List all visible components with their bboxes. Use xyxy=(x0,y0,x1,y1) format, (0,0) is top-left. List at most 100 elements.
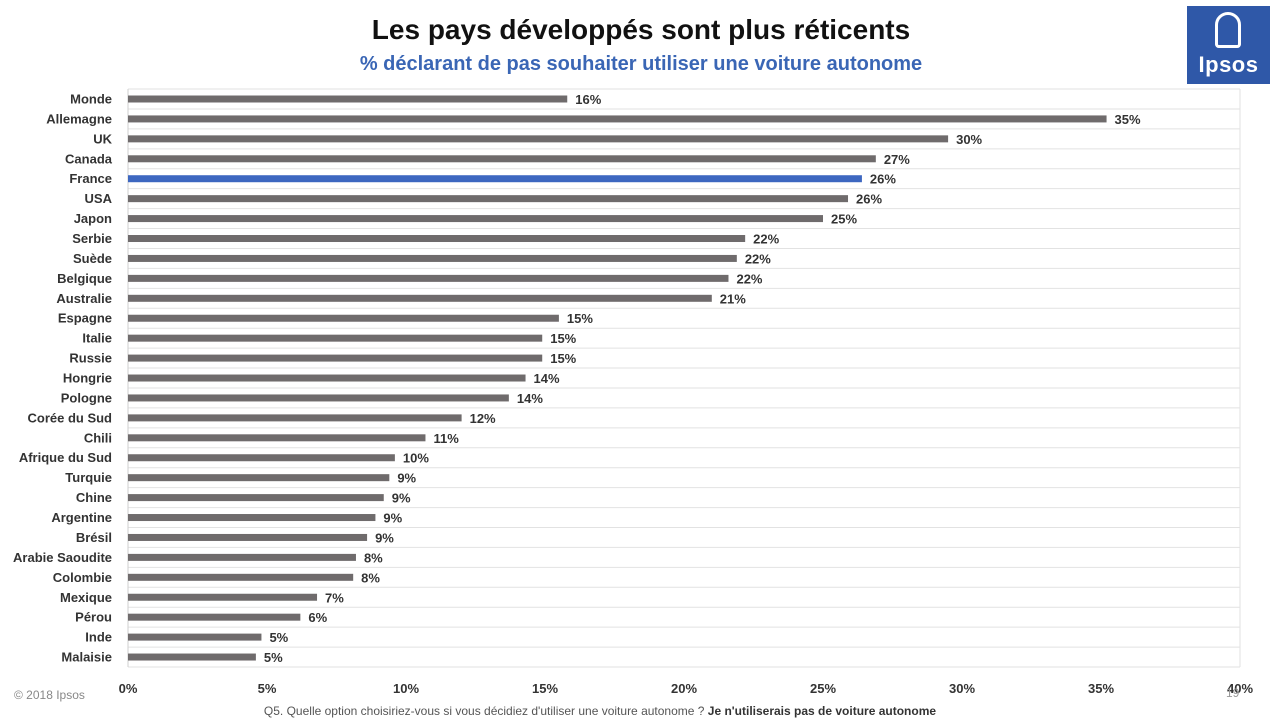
value-label: 15% xyxy=(550,351,576,366)
category-label: USA xyxy=(85,191,113,206)
category-label: Malaisie xyxy=(61,650,112,665)
bar-6 xyxy=(128,215,823,223)
value-label: 8% xyxy=(364,550,383,565)
x-tick-label: 0% xyxy=(119,681,138,696)
logo-text: Ipsos xyxy=(1198,52,1259,77)
bar-5 xyxy=(128,195,849,203)
bar-3 xyxy=(128,155,876,163)
value-label: 9% xyxy=(392,491,411,506)
x-tick-label: 20% xyxy=(671,681,697,696)
category-label: Chili xyxy=(84,430,112,445)
bar-9 xyxy=(128,274,729,282)
x-tick-label: 15% xyxy=(532,681,558,696)
category-label: Argentine xyxy=(51,510,112,525)
x-axis-ticks: 0% 5% 10% 15% 20% 25% 30% 35% 40% xyxy=(119,681,1254,696)
value-label: 16% xyxy=(575,92,601,107)
value-label: 26% xyxy=(856,192,882,207)
category-label: Italie xyxy=(82,331,112,346)
value-label: 22% xyxy=(753,232,779,247)
x-tick-label: 40% xyxy=(1227,681,1253,696)
x-tick-label: 25% xyxy=(810,681,836,696)
value-label: 12% xyxy=(470,411,496,426)
category-label: Turquie xyxy=(65,470,112,485)
value-label: 9% xyxy=(375,530,394,545)
value-labels: 16% 35% 30% 27% 26% 26% 25% 22% 22% 22% 21% 15% 15% 1… xyxy=(264,92,1141,665)
value-label: 5% xyxy=(269,630,288,645)
bar-4 xyxy=(128,175,862,183)
bar-16 xyxy=(128,414,462,422)
bar-21 xyxy=(128,514,376,522)
value-label: 25% xyxy=(831,212,857,227)
category-label: Mexique xyxy=(60,590,112,605)
category-label: Pologne xyxy=(61,390,112,405)
x-tick-label: 30% xyxy=(949,681,975,696)
bar-1 xyxy=(128,115,1107,123)
category-label: Australie xyxy=(56,291,112,306)
bar-11 xyxy=(128,314,559,322)
value-label: 26% xyxy=(870,172,896,187)
value-label: 10% xyxy=(403,451,429,466)
value-label: 9% xyxy=(383,511,402,526)
chart-subtitle: % déclarant de pas souhaiter utiliser un… xyxy=(359,53,923,75)
bar-8 xyxy=(128,254,737,262)
value-label: 15% xyxy=(567,311,593,326)
bar-23 xyxy=(128,553,356,561)
bar-13 xyxy=(128,354,543,362)
copyright: © 2018 Ipsos xyxy=(14,688,85,702)
value-label: 5% xyxy=(264,650,283,665)
category-label: Espagne xyxy=(58,311,112,326)
value-label: 9% xyxy=(397,471,416,486)
bar-14 xyxy=(128,374,526,382)
footnote-question: Q5. Quelle option choisiriez-vous si vou… xyxy=(263,704,705,718)
bar-2 xyxy=(128,135,949,143)
bar-10 xyxy=(128,294,712,302)
value-label: 14% xyxy=(517,391,543,406)
category-label: Corée du Sud xyxy=(27,410,112,425)
value-label: 21% xyxy=(720,291,746,306)
bar-24 xyxy=(128,573,354,581)
chart-title: Les pays développés sont plus réticents xyxy=(371,14,911,45)
value-label: 30% xyxy=(956,132,982,147)
value-label: 27% xyxy=(884,152,910,167)
category-label: Monde xyxy=(70,92,112,107)
category-label: Afrique du Sud xyxy=(19,450,112,465)
bar-0 xyxy=(128,95,568,103)
value-label: 8% xyxy=(361,570,380,585)
value-label: 22% xyxy=(736,271,762,286)
bars xyxy=(128,95,1107,661)
footnote: Q5. Quelle option choisiriez-vous si vou… xyxy=(0,704,1200,718)
category-label: Serbie xyxy=(72,231,112,246)
value-label: 11% xyxy=(433,431,459,446)
grid-lines xyxy=(127,88,1241,668)
category-label: Suède xyxy=(73,251,112,266)
category-label: Pérou xyxy=(75,610,112,625)
bar-12 xyxy=(128,334,543,342)
bar-20 xyxy=(128,494,384,502)
bar-18 xyxy=(128,454,395,462)
value-label: 14% xyxy=(534,371,560,386)
bar-7 xyxy=(128,235,746,243)
category-label: Allemagne xyxy=(46,111,112,126)
value-label: 35% xyxy=(1115,112,1141,127)
bar-28 xyxy=(128,653,256,661)
page-number: 19 xyxy=(1226,686,1240,700)
category-label: UK xyxy=(93,131,112,146)
bar-22 xyxy=(128,533,368,541)
bar-19 xyxy=(128,474,390,482)
value-label: 6% xyxy=(308,610,327,625)
category-label: Colombie xyxy=(53,570,112,585)
category-label: Inde xyxy=(85,630,112,645)
category-label: France xyxy=(69,171,112,186)
category-label: Brésil xyxy=(76,530,112,545)
category-label: Hongrie xyxy=(63,371,112,386)
x-tick-label: 5% xyxy=(258,681,277,696)
bar-27 xyxy=(128,633,262,641)
value-label: 7% xyxy=(325,590,344,605)
bar-15 xyxy=(128,394,509,402)
category-label: Belgique xyxy=(57,271,112,286)
value-label: 15% xyxy=(550,331,576,346)
head-silhouette-icon xyxy=(1215,12,1241,48)
value-label: 22% xyxy=(745,251,771,266)
